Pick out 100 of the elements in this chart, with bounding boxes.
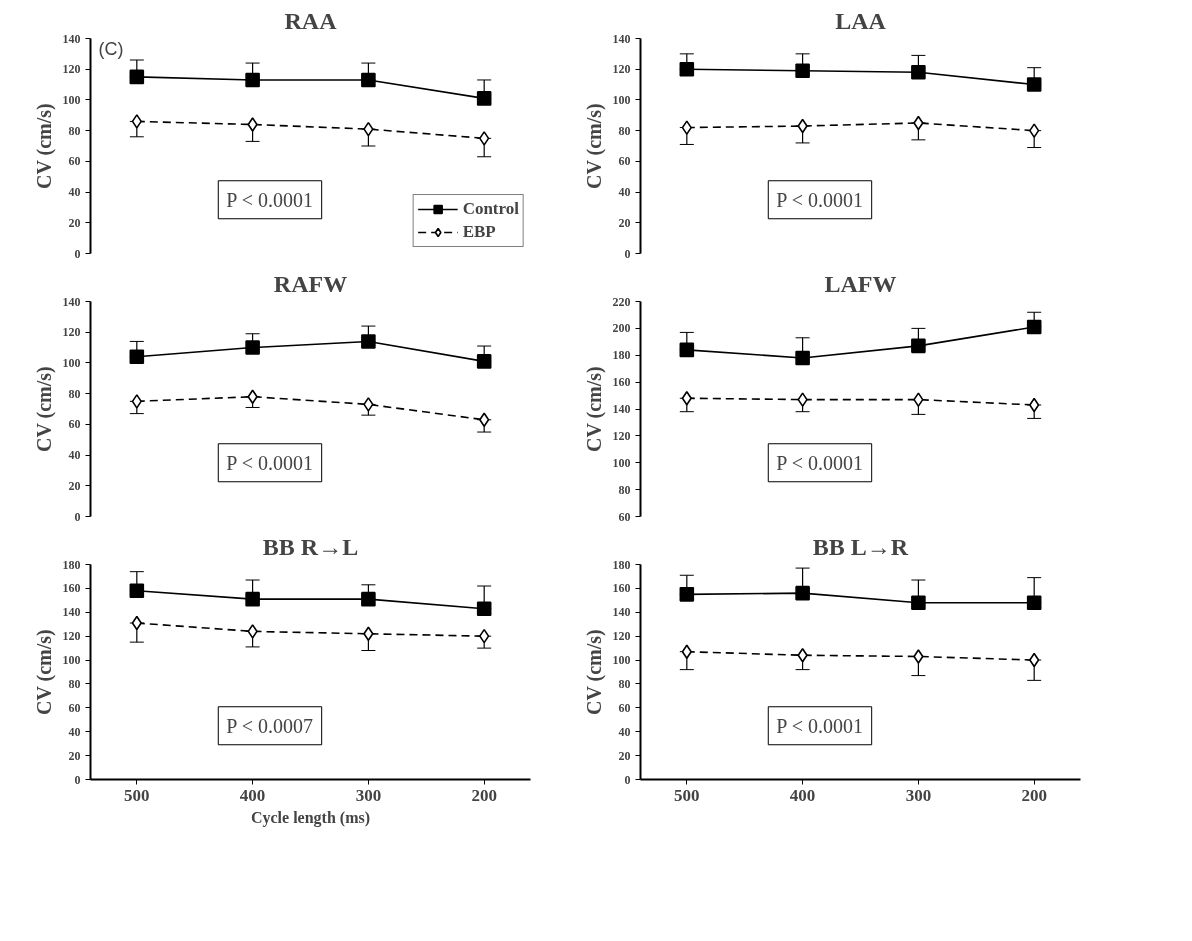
point bbox=[131, 394, 142, 409]
x-axis-title: Cycle length (ms) bbox=[250, 808, 371, 827]
y-tick-label: 100 bbox=[62, 92, 81, 107]
point bbox=[679, 587, 695, 602]
chart-title: BB L→R bbox=[812, 533, 909, 560]
point bbox=[363, 397, 374, 412]
y-tick-label: 20 bbox=[68, 478, 81, 493]
point bbox=[911, 595, 926, 611]
y-tick-label: 0 bbox=[624, 772, 631, 787]
legend-label: Control bbox=[462, 199, 519, 219]
point bbox=[476, 354, 492, 369]
point bbox=[1026, 595, 1042, 611]
y-tick-label: 100 bbox=[62, 355, 81, 370]
annotation: P < 0.0001 bbox=[776, 188, 863, 211]
y-tick-label: 40 bbox=[618, 185, 631, 200]
point bbox=[361, 334, 376, 349]
y-tick-label: 0 bbox=[74, 509, 81, 524]
y-tick-label: 80 bbox=[68, 386, 81, 401]
point bbox=[911, 64, 926, 80]
chart-title: RAA bbox=[284, 7, 338, 34]
point bbox=[1029, 123, 1040, 138]
point bbox=[479, 131, 490, 146]
annotation: (C) bbox=[98, 38, 124, 59]
y-axis-title: CV (cm/s) bbox=[32, 629, 56, 716]
y-tick-label: 20 bbox=[618, 215, 631, 230]
y-axis-title: CV (cm/s) bbox=[32, 366, 56, 453]
y-tick-label: 20 bbox=[68, 215, 81, 230]
point bbox=[245, 340, 260, 355]
y-axis-title: CV (cm/s) bbox=[32, 103, 56, 190]
x-tick-label: 400 bbox=[789, 785, 816, 805]
point bbox=[131, 114, 142, 129]
point bbox=[129, 583, 145, 599]
y-tick-label: 60 bbox=[68, 700, 81, 715]
x-tick-label: 200 bbox=[471, 785, 497, 805]
y-tick-label: 140 bbox=[612, 402, 631, 416]
y-tick-label: 140 bbox=[62, 31, 81, 46]
y-tick-label: 0 bbox=[74, 772, 81, 787]
y-tick-label: 20 bbox=[618, 748, 631, 763]
x-tick-label: 300 bbox=[355, 785, 382, 805]
point bbox=[129, 69, 145, 85]
annotation: P < 0.0001 bbox=[776, 714, 863, 737]
annotation: P < 0.0007 bbox=[226, 714, 313, 737]
y-tick-label: 0 bbox=[74, 246, 81, 261]
point bbox=[1026, 77, 1042, 92]
chart-title: LAFW bbox=[824, 270, 897, 297]
annotation: P < 0.0001 bbox=[226, 188, 313, 211]
y-tick-label: 140 bbox=[62, 294, 81, 309]
x-tick-label: 400 bbox=[239, 785, 266, 805]
y-tick-label: 60 bbox=[618, 509, 631, 524]
y-tick-label: 40 bbox=[68, 448, 81, 463]
y-tick-label: 140 bbox=[612, 605, 631, 620]
point bbox=[361, 591, 376, 607]
y-tick-label: 140 bbox=[62, 605, 81, 620]
point bbox=[795, 350, 810, 366]
y-tick-label: 120 bbox=[612, 428, 631, 443]
point bbox=[681, 644, 692, 659]
y-axis-title: CV (cm/s) bbox=[582, 103, 606, 190]
y-tick-label: 120 bbox=[62, 629, 81, 644]
chart-title: RAFW bbox=[273, 270, 348, 297]
point bbox=[247, 117, 258, 132]
y-tick-label: 60 bbox=[618, 700, 631, 715]
point bbox=[679, 342, 695, 358]
y-axis-title: CV (cm/s) bbox=[582, 629, 606, 716]
chart-title: BB R→L bbox=[262, 533, 359, 560]
y-tick-label: 80 bbox=[68, 676, 81, 691]
y-tick-label: 200 bbox=[612, 321, 631, 336]
x-tick-label: 500 bbox=[124, 785, 150, 805]
y-tick-label: 80 bbox=[618, 482, 631, 497]
point bbox=[1026, 319, 1042, 335]
y-tick-label: 100 bbox=[612, 455, 631, 470]
x-tick-label: 300 bbox=[905, 785, 932, 805]
point bbox=[911, 338, 926, 354]
y-tick-label: 160 bbox=[62, 581, 81, 596]
annotation: P < 0.0001 bbox=[226, 451, 313, 474]
point bbox=[476, 91, 492, 106]
point bbox=[361, 72, 376, 88]
y-tick-label: 60 bbox=[618, 154, 631, 169]
y-tick-label: 40 bbox=[618, 724, 631, 739]
y-tick-label: 80 bbox=[618, 676, 631, 691]
y-tick-label: 80 bbox=[618, 123, 631, 138]
y-tick-label: 120 bbox=[612, 629, 631, 644]
y-tick-label: 40 bbox=[68, 724, 81, 739]
y-tick-label: 100 bbox=[612, 92, 631, 107]
y-tick-label: 180 bbox=[612, 557, 631, 572]
point bbox=[795, 63, 810, 79]
point bbox=[913, 392, 924, 407]
y-tick-label: 180 bbox=[62, 557, 81, 572]
x-tick-label: 200 bbox=[1021, 785, 1047, 805]
point bbox=[681, 120, 692, 135]
y-tick-label: 100 bbox=[62, 653, 81, 668]
y-tick-label: 20 bbox=[68, 748, 81, 763]
y-tick-label: 160 bbox=[612, 375, 631, 390]
y-tick-label: 180 bbox=[612, 348, 631, 363]
y-tick-label: 60 bbox=[68, 154, 81, 169]
y-tick-label: 140 bbox=[612, 31, 631, 46]
point bbox=[247, 624, 258, 639]
y-tick-label: 100 bbox=[612, 653, 631, 668]
annotation: P < 0.0001 bbox=[776, 451, 863, 474]
point bbox=[245, 591, 260, 607]
point bbox=[245, 72, 260, 88]
